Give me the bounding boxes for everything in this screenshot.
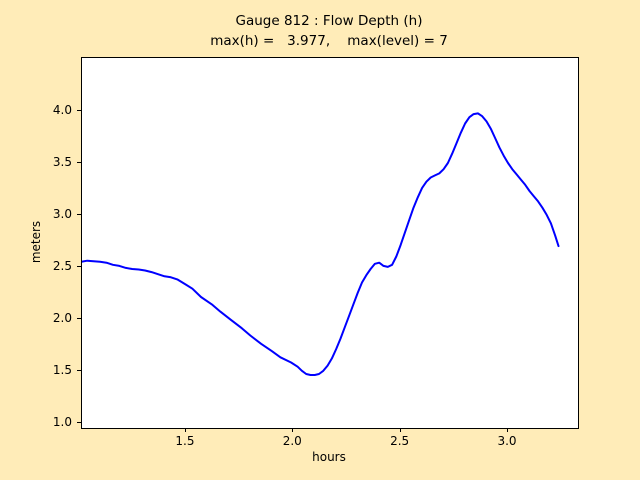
y-tick-mark [77, 213, 81, 215]
x-tick-mark [507, 428, 508, 432]
plot-area [81, 57, 579, 429]
x-tick-label: 1.5 [175, 434, 195, 448]
y-tick-label: 3.0 [52, 206, 72, 221]
y-axis-label: meters [29, 220, 43, 264]
x-tick-mark [399, 428, 401, 432]
chart-title: Gauge 812 : Flow Depth (h) [235, 13, 423, 29]
y-tick-label: 2.0 [52, 310, 72, 325]
flow-depth-line [82, 112, 560, 376]
y-tick-mark [77, 317, 81, 319]
chart-subtitle: max(h) = 3.977, max(level) = 7 [210, 33, 448, 49]
y-tick-label: 1.5 [52, 362, 72, 377]
y-tick-mark [77, 161, 81, 163]
x-axis-label: hours [312, 450, 346, 464]
y-tick-mark [77, 265, 81, 267]
x-tick-label: 2.5 [390, 434, 410, 448]
x-tick-mark [292, 428, 294, 432]
y-tick-label: 1.0 [52, 414, 72, 429]
y-tick-label: 3.5 [52, 154, 72, 169]
y-tick-label: 2.5 [52, 258, 72, 273]
y-tick-mark [77, 369, 81, 371]
x-tick-label: 2.0 [282, 434, 302, 448]
y-tick-mark [77, 110, 81, 111]
x-tick-mark [184, 428, 186, 432]
y-tick-label: 4.0 [52, 103, 72, 117]
y-tick-mark [77, 421, 81, 423]
flow-depth-chart [82, 112, 560, 376]
x-tick-label: 3.0 [497, 434, 517, 448]
